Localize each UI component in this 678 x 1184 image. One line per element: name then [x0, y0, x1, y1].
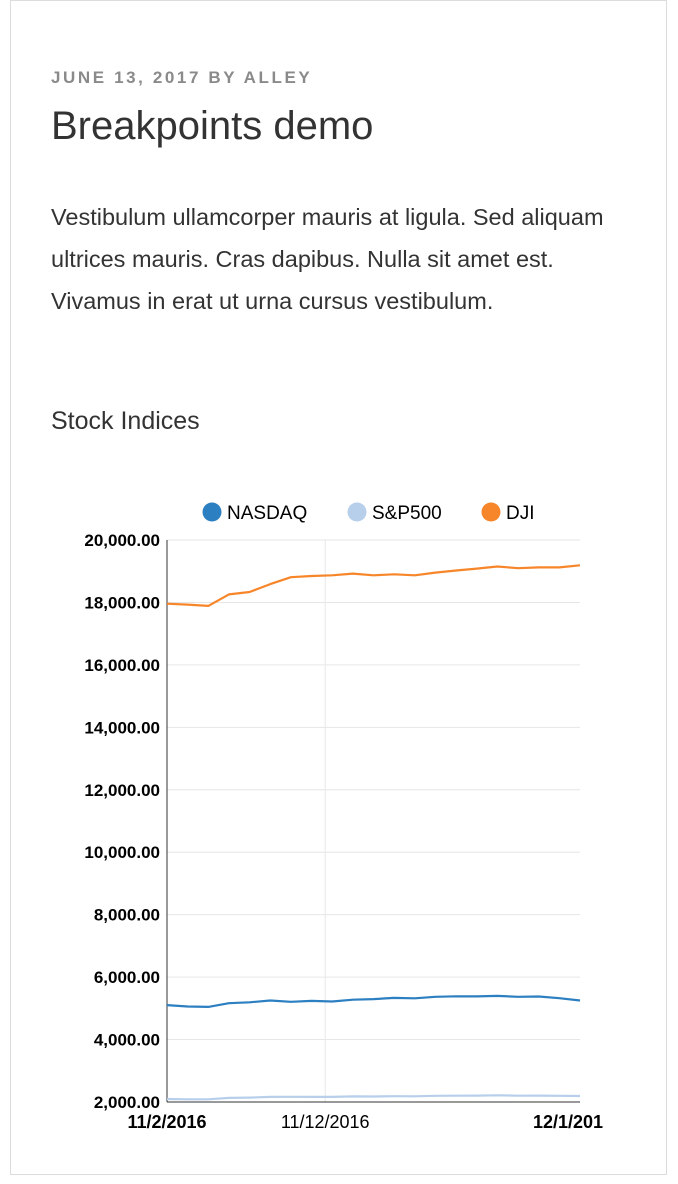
y-tick-label: 10,000.00 — [84, 843, 160, 862]
chart-grid — [167, 540, 580, 1102]
y-tick-label: 18,000.00 — [84, 593, 160, 612]
chart-axes — [167, 540, 580, 1102]
y-tick-label: 20,000.00 — [84, 531, 160, 550]
legend-marker[interactable] — [482, 503, 501, 522]
y-tick-label: 8,000.00 — [94, 906, 160, 925]
legend-label[interactable]: S&P500 — [372, 503, 442, 524]
x-axis-ticks: 11/2/2016 11/12/2016 12/1/201 — [127, 1112, 603, 1132]
legend-label[interactable]: DJI — [506, 503, 535, 524]
series-line-dji[interactable] — [167, 565, 580, 606]
x-tick-label: 11/2/2016 — [127, 1112, 206, 1132]
chart-series — [167, 565, 580, 1099]
y-tick-label: 4,000.00 — [94, 1031, 160, 1050]
series-line-sp500[interactable] — [167, 1095, 580, 1099]
chart-legend[interactable]: NASDAQ S&P500 DJI — [203, 503, 535, 525]
legend-marker[interactable] — [203, 503, 222, 522]
y-axis-ticks: 20,000.00 18,000.00 16,000.00 14,000.00 12,0… — [84, 531, 160, 1112]
legend-label[interactable]: NASDAQ — [227, 503, 307, 524]
series-line-nasdaq[interactable] — [167, 996, 580, 1007]
y-tick-label: 6,000.00 — [94, 968, 160, 987]
y-tick-label: 14,000.00 — [84, 718, 160, 737]
x-tick-label: 11/12/2016 — [281, 1112, 370, 1132]
legend-marker[interactable] — [348, 503, 367, 522]
y-tick-label: 16,000.00 — [84, 656, 160, 675]
y-tick-label: 2,000.00 — [94, 1093, 160, 1112]
x-tick-label: 12/1/201 — [533, 1112, 603, 1132]
y-tick-label: 12,000.00 — [84, 781, 160, 800]
